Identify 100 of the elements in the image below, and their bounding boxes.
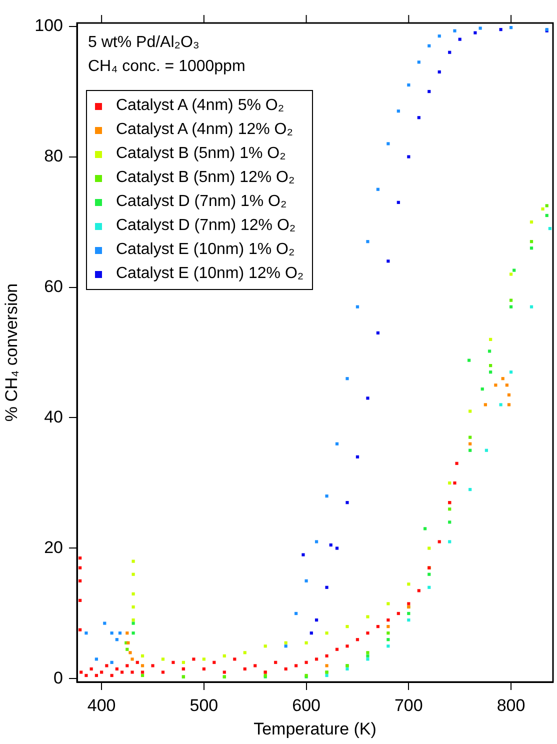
point xyxy=(325,586,328,589)
legend-label: Catalyst E (10nm) 1% O₂ xyxy=(116,241,295,259)
point xyxy=(366,396,370,400)
point xyxy=(480,387,484,391)
point xyxy=(499,403,502,406)
point xyxy=(284,644,288,648)
point xyxy=(376,188,380,191)
point xyxy=(132,632,135,635)
point xyxy=(448,50,452,54)
point xyxy=(494,384,498,387)
point xyxy=(132,572,135,576)
point xyxy=(132,605,135,609)
point xyxy=(407,602,410,606)
point xyxy=(530,240,534,244)
point xyxy=(530,305,534,308)
point xyxy=(366,651,370,654)
point xyxy=(545,214,548,218)
point xyxy=(366,632,370,635)
point xyxy=(78,556,82,560)
y-tick-label: 40 xyxy=(44,407,63,426)
point xyxy=(325,674,328,678)
point xyxy=(509,305,513,308)
point xyxy=(314,618,318,622)
point xyxy=(182,660,186,664)
point xyxy=(468,436,472,439)
point xyxy=(294,664,298,668)
point xyxy=(489,370,492,374)
legend-label: Catalyst D (7nm) 12% O₂ xyxy=(116,217,296,235)
point xyxy=(417,589,420,592)
y-tick-label: 100 xyxy=(34,16,63,35)
point xyxy=(428,586,431,589)
point xyxy=(468,410,472,413)
point xyxy=(346,644,349,648)
point xyxy=(325,632,328,635)
legend-label: Catalyst B (5nm) 12% O₂ xyxy=(116,169,295,187)
annotation: 5 wt% Pd/Al₂O₃ xyxy=(88,34,200,52)
point xyxy=(325,494,328,498)
point xyxy=(233,658,236,661)
point xyxy=(366,654,370,658)
point xyxy=(541,207,544,211)
point xyxy=(325,664,328,668)
y-tick-label: 60 xyxy=(44,276,63,296)
point xyxy=(455,462,458,465)
point xyxy=(222,654,226,658)
point xyxy=(130,658,134,661)
point xyxy=(396,110,400,113)
point xyxy=(335,648,339,651)
point xyxy=(161,658,165,661)
point xyxy=(512,268,516,272)
point xyxy=(110,674,114,678)
point xyxy=(448,520,452,524)
point xyxy=(120,670,124,674)
point xyxy=(80,670,83,674)
point xyxy=(105,664,108,668)
point xyxy=(110,632,114,635)
point xyxy=(507,403,511,406)
point xyxy=(346,377,349,380)
point xyxy=(126,664,129,668)
point xyxy=(509,298,513,302)
point xyxy=(366,658,370,661)
point xyxy=(335,442,339,446)
annotation: CH₄ conc. = 1000ppm xyxy=(88,58,246,76)
point xyxy=(161,670,165,674)
point xyxy=(478,26,482,30)
point xyxy=(453,29,456,32)
point xyxy=(396,612,400,616)
point xyxy=(448,481,452,485)
point xyxy=(484,448,488,452)
point xyxy=(126,648,129,651)
point xyxy=(172,660,175,664)
point xyxy=(530,220,534,224)
point xyxy=(115,638,118,642)
point xyxy=(126,632,129,635)
point xyxy=(474,31,477,34)
point xyxy=(407,582,410,586)
point xyxy=(202,667,206,671)
point xyxy=(548,226,552,230)
point xyxy=(264,644,267,648)
point xyxy=(366,240,370,244)
point xyxy=(386,602,390,606)
point xyxy=(505,384,508,387)
point xyxy=(499,28,502,32)
point xyxy=(78,628,82,632)
point xyxy=(243,667,246,671)
point xyxy=(438,34,441,38)
point xyxy=(284,641,288,644)
point xyxy=(501,377,504,380)
point xyxy=(453,481,456,485)
point xyxy=(151,664,154,668)
x-tick-label: 700 xyxy=(394,696,423,715)
point xyxy=(468,442,472,446)
point xyxy=(407,83,410,87)
point xyxy=(509,26,513,30)
point xyxy=(274,660,278,664)
point xyxy=(212,660,216,664)
point xyxy=(346,667,349,671)
point xyxy=(110,660,114,664)
point xyxy=(484,403,487,406)
point xyxy=(509,272,513,276)
point xyxy=(417,60,420,64)
